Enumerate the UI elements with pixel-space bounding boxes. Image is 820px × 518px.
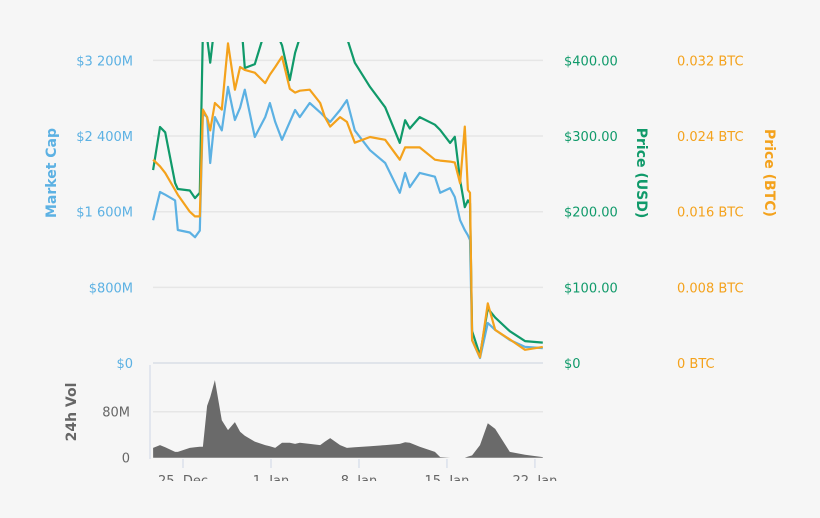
price-btc-tick-label: 0.008 BTC [677, 281, 744, 296]
price-usd-line [152, 42, 543, 357]
price-usd-axis-title: Price (USD) [633, 128, 649, 219]
price-lines [152, 42, 543, 360]
x-tick-label: 25. Dec [158, 474, 208, 489]
volume-area [153, 380, 543, 458]
price-usd-tick-label: $0 [564, 357, 581, 372]
price-usd-tick-label: $400.00 [564, 54, 618, 69]
volume-axis-title: 24h Vol [64, 383, 80, 442]
price-btc-tick-label: 0.032 BTC [677, 54, 744, 69]
market-cap-tick-label: $1 600M [76, 206, 133, 221]
price-usd-tick-label: $200.00 [564, 206, 618, 221]
x-tick-label: 8. Jan [341, 474, 378, 489]
x-tick-label: 15. Jan [425, 474, 470, 489]
price-btc-axis-title: Price (BTC) [761, 129, 777, 217]
volume-tick-label: 80M [102, 406, 130, 421]
volume-tick-label: 0 [122, 452, 130, 467]
price-btc-line [152, 42, 543, 359]
price-btc-tick-label: 0.016 BTC [677, 206, 744, 221]
market-cap-tick-label: $2 400M [76, 130, 133, 145]
price-btc-tick-label: 0.024 BTC [677, 130, 744, 145]
x-tick-label: 22. Jan [513, 474, 558, 489]
x-axis-labels: 25. Dec 1. Jan 8. Jan 15. Jan 22. Jan [158, 474, 558, 489]
axis-ticks: $0 $0 0 BTC $800M $100.00 0.008 BTC $1 600M $20… [76, 54, 743, 466]
volume-panel [153, 380, 543, 458]
market-cap-tick-label: $800M [89, 281, 133, 296]
x-tick-label: 1. Jan [253, 474, 290, 489]
market-cap-axis-title: Market Cap [44, 128, 60, 218]
market-cap-tick-label: $3 200M [76, 54, 133, 69]
price-usd-tick-label: $300.00 [564, 130, 618, 145]
price-usd-tick-label: $100.00 [564, 281, 618, 296]
market-cap-tick-label: $0 [116, 357, 133, 372]
price-btc-tick-label: 0 BTC [677, 357, 715, 372]
